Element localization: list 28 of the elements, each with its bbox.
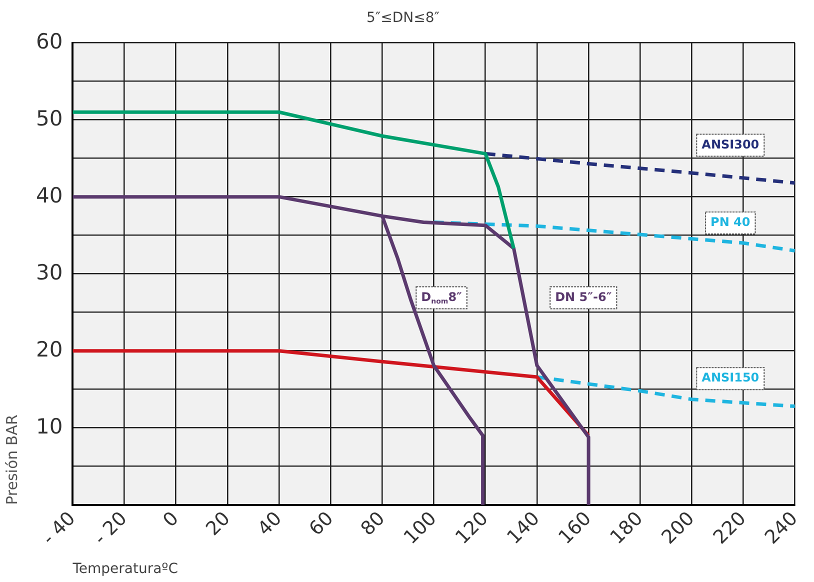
y-tick-label: 20 (36, 337, 63, 362)
x-tick-label: 220 (709, 507, 750, 549)
series-label: ANSI300 (702, 137, 760, 152)
x-tick-label: 120 (451, 507, 492, 549)
x-tick-label: 240 (760, 507, 802, 549)
x-tick-label: 80 (356, 507, 390, 540)
y-tick-label: 40 (36, 183, 63, 208)
x-tick-label: 0 (158, 507, 183, 532)
x-axis-title: TemperaturaºC (72, 561, 178, 578)
x-tick-label: 140 (502, 507, 544, 549)
x-tick-label: 40 (253, 507, 286, 540)
x-tick-label: 100 (400, 507, 441, 549)
y-tick-label: 60 (36, 29, 63, 54)
x-tick-label: - 20 (90, 507, 132, 550)
x-tick-label: - 40 (38, 507, 80, 550)
chart-title: 5″≤DN≤8″ (366, 10, 440, 26)
series-label: PN 40 (710, 215, 750, 230)
series-label: ANSI150 (702, 370, 760, 385)
x-tick-label: 160 (554, 507, 596, 549)
x-tick-label: 60 (305, 507, 338, 540)
x-tick-label: 20 (202, 507, 234, 540)
x-tick-label: 180 (606, 507, 648, 549)
y-axis-title: Presión BAR (2, 414, 21, 505)
y-tick-label: 50 (36, 106, 63, 130)
text: DN 5″-6″ (555, 290, 612, 304)
y-tick-label: 30 (36, 260, 63, 284)
x-tick-label: 200 (658, 507, 699, 549)
y-tick-label: 10 (36, 414, 63, 438)
